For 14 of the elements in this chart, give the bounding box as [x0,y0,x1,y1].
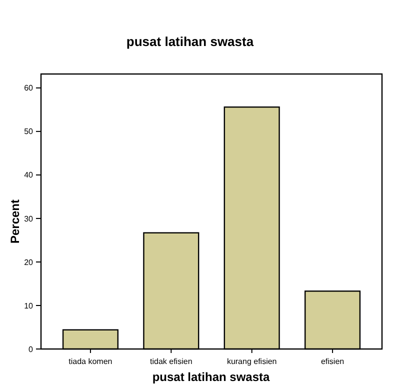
x-axis-title: pusat latihan swasta [152,370,270,384]
x-tick-label: tidak efisien [150,357,192,366]
x-tick-label: tiada komen [68,357,112,366]
y-tick-label: 50 [24,127,34,136]
y-tick-label: 30 [24,214,34,224]
chart-title: pusat latihan swasta [126,34,254,49]
y-tick-label: 60 [24,84,34,93]
x-tick-label: kurang efisien [226,357,277,366]
y-tick-label: 40 [24,170,34,180]
y-tick-label: 0 [28,344,34,354]
x-tick-label: efisien [320,357,344,366]
y-axis-title: Percent [8,199,22,244]
y-tick-label: 10 [24,301,34,310]
y-tick-label: 20 [24,258,34,267]
